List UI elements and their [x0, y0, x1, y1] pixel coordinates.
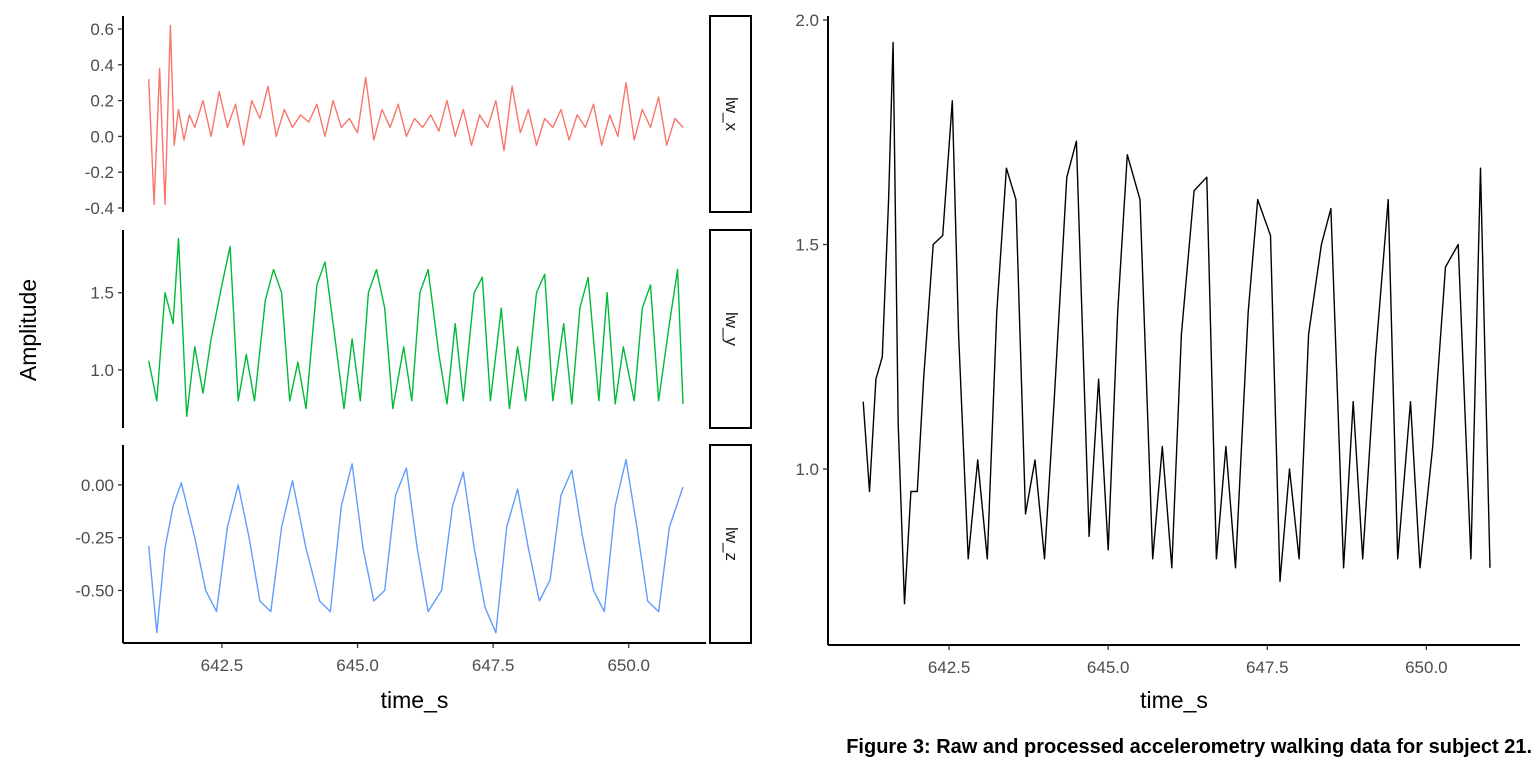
- y-tick-label: -0.50: [75, 581, 114, 600]
- right-processed-chart: 1.0 1.5 2.0 642.5 645.0 647.5 650.0 time_s: [795, 11, 1520, 713]
- y-tick-label: 2.0: [795, 11, 819, 30]
- strip-label: lw_y: [722, 312, 741, 347]
- strip-box: [709, 229, 752, 429]
- left-faceted-chart: -0.4-0.20.00.20.40.6lw_x1.01.5lw_y-0.50-…: [15, 15, 752, 713]
- x-tick-label: 642.5: [201, 656, 244, 675]
- facet-panel-lw_x: -0.4 -0.2 0.0 0.2 0.4 0.6 lw_x: [85, 15, 752, 218]
- x-axis-title: time_s: [381, 687, 449, 713]
- y-tick-label: 1.0: [795, 460, 819, 479]
- y-tick-label: 0.6: [90, 20, 114, 39]
- series-line-lw_y: [148, 237, 684, 417]
- x-tick-label: 650.0: [607, 656, 650, 675]
- strip-label: lw_z: [722, 527, 741, 561]
- y-tick-label: 0.4: [90, 56, 114, 75]
- x-tick-label: 647.5: [472, 656, 515, 675]
- y-tick-label: -0.25: [75, 529, 114, 548]
- x-axis-title: time_s: [1140, 687, 1208, 713]
- y-tick-label: 1.5: [795, 236, 819, 255]
- x-tick-label: 645.0: [1087, 658, 1130, 677]
- y-tick-label: -0.2: [85, 163, 114, 182]
- series-line-lw_z: [148, 458, 684, 634]
- facet-panel-lw_z: -0.50 -0.25 0.00 lw_z: [75, 444, 752, 644]
- y-axis-title: Amplitude: [15, 279, 41, 381]
- x-tick-label: 647.5: [1246, 658, 1289, 677]
- strip-label: lw_x: [722, 97, 741, 132]
- x-tick-label: 645.0: [336, 656, 379, 675]
- y-tick-label: 0.0: [90, 127, 114, 146]
- series-line-lw_x: [148, 24, 684, 206]
- facet-panel-lw_y: 1.0 1.5 lw_y: [90, 229, 752, 429]
- y-tick-label: 1.0: [90, 361, 114, 380]
- x-tick-label: 650.0: [1405, 658, 1448, 677]
- y-tick-label: -0.4: [85, 199, 114, 218]
- series-line-processed: [862, 41, 1491, 605]
- x-tick-label: 642.5: [928, 658, 971, 677]
- y-tick-label: 1.5: [90, 284, 114, 303]
- strip-box: [709, 15, 752, 213]
- figure-caption: Figure 3: Raw and processed accelerometr…: [846, 736, 1532, 758]
- strip-box: [709, 444, 752, 644]
- y-tick-label: 0.2: [90, 92, 114, 111]
- y-tick-label: 0.00: [81, 476, 114, 495]
